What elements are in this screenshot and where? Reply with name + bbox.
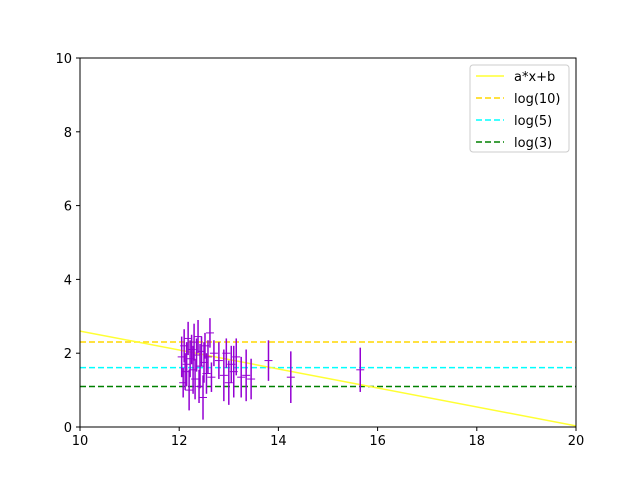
- x-tick-label: 20: [568, 434, 585, 449]
- legend-box: [469, 64, 570, 153]
- data-point-3: [181, 353, 190, 391]
- legend-entry-1: log(10): [476, 92, 561, 107]
- data-point-4: [182, 342, 191, 387]
- data-point-37: [356, 347, 365, 392]
- legend-label: log(5): [514, 114, 552, 129]
- legend-entry-0: a*x+b: [476, 70, 555, 85]
- data-point-31: [232, 338, 241, 376]
- data-point-17: [199, 375, 208, 420]
- data-point-24: [209, 340, 218, 367]
- data-point-13: [194, 319, 203, 354]
- data-point-35: [264, 340, 273, 381]
- x-tick-label: 10: [72, 434, 89, 449]
- data-point-22: [205, 318, 214, 348]
- data-point-25: [214, 342, 223, 380]
- x-tick-label: 18: [469, 434, 486, 449]
- y-axis: 0 2 4 6 8 10: [55, 52, 80, 436]
- y-tick-label: 10: [55, 52, 72, 67]
- data-point-26: [219, 349, 228, 402]
- data-point-23: [207, 362, 216, 392]
- data-layer: [80, 318, 576, 427]
- plot-frame: [79, 57, 577, 428]
- data-point-27: [222, 338, 231, 368]
- data-point-20: [202, 353, 211, 394]
- x-axis: 10 12 14 16 18 20: [72, 427, 585, 449]
- data-point-32: [237, 356, 246, 398]
- legend-label: log(10): [514, 92, 561, 107]
- legend-label: a*x+b: [514, 70, 555, 85]
- data-point-36: [286, 351, 295, 404]
- y-tick-label: 6: [64, 200, 72, 215]
- data-point-33: [242, 349, 251, 402]
- legend-items: a*x+b log(10) log(5) log(3): [476, 70, 561, 151]
- legend-entry-3: log(3): [476, 136, 552, 151]
- y-tick-label: 4: [64, 273, 72, 288]
- legend-entry-2: log(5): [476, 114, 552, 129]
- y-tick-label: 0: [64, 421, 72, 436]
- y-tick-label: 8: [64, 126, 72, 141]
- data-point-11: [191, 358, 200, 400]
- data-point-34: [247, 358, 256, 400]
- plot-area: [79, 57, 577, 428]
- x-tick-label: 12: [171, 434, 188, 449]
- x-tick-label: 16: [369, 434, 386, 449]
- data-point-6: [185, 369, 194, 411]
- x-tick-label: 14: [270, 434, 287, 449]
- legend-label: log(3): [514, 136, 552, 151]
- legend: a*x+b log(10) log(5) log(3): [469, 64, 570, 153]
- fit-line: [80, 330, 576, 427]
- data-point-21: [203, 340, 212, 374]
- y-tick-label: 2: [64, 347, 72, 362]
